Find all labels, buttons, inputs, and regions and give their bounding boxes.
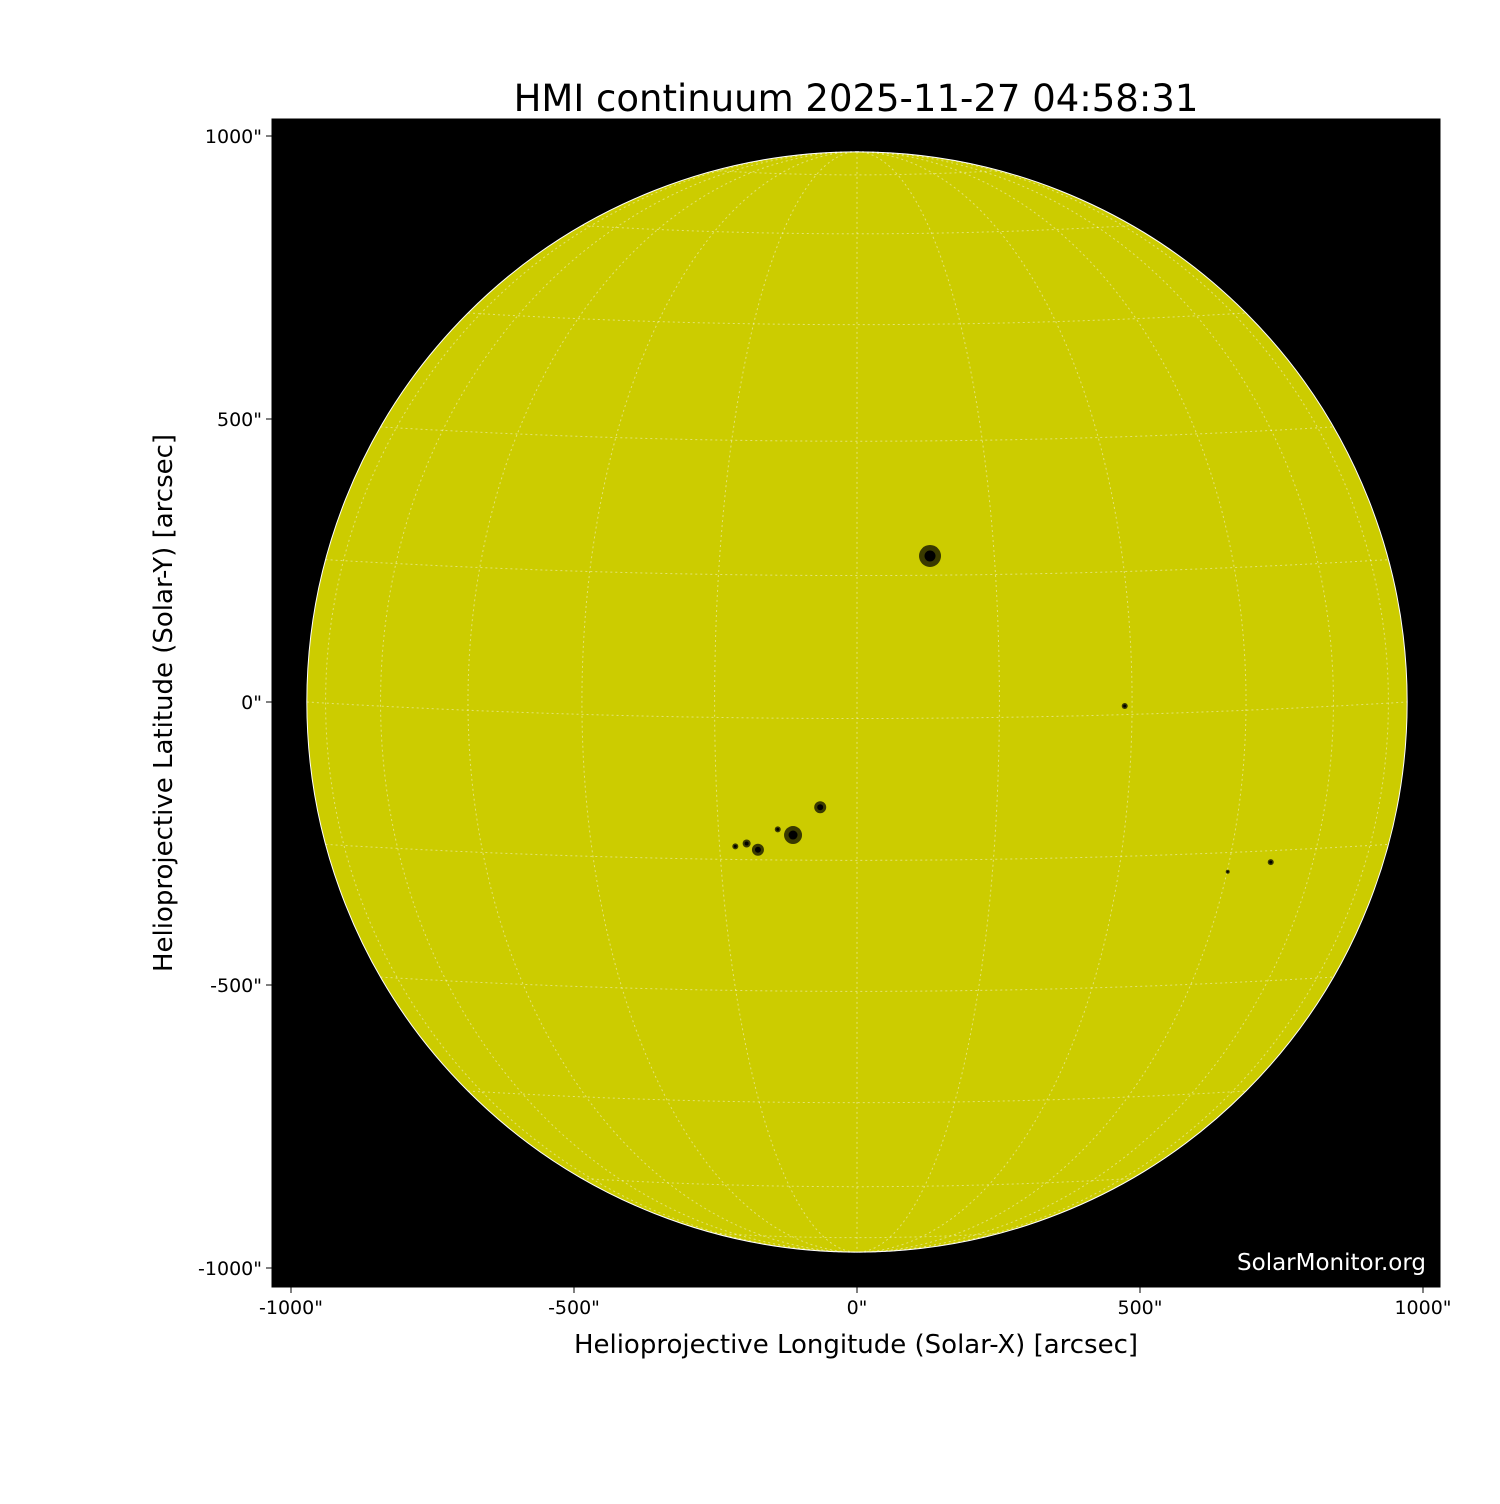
grid-parallel — [467, 312, 1247, 326]
grid-parallel — [380, 426, 1334, 442]
sunspot-umbra — [776, 827, 780, 831]
sunspot-umbra — [754, 846, 761, 853]
grid-parallel — [325, 843, 1389, 861]
sunspot-umbra — [1269, 860, 1273, 864]
y-axis-ticks: 1000" 500" 0" -500" -1000" — [198, 126, 272, 1280]
grid-parallel — [467, 1090, 1247, 1104]
solar-disk — [306, 151, 1408, 1253]
grid-parallel — [306, 701, 1408, 720]
y-tick-label: 500" — [217, 409, 262, 431]
coordinate-grid — [306, 151, 1408, 1253]
sunspot-umbra — [924, 550, 936, 562]
grid-parallel — [581, 1177, 1133, 1188]
x-tick-label: 0" — [847, 1297, 868, 1319]
sunspot-umbra — [744, 841, 749, 846]
sunspot-umbra — [733, 844, 737, 848]
grid-parallel — [714, 1232, 1000, 1239]
y-tick-label: 1000" — [205, 126, 262, 148]
x-tick-label: -500" — [548, 1297, 600, 1319]
watermark: SolarMonitor.org — [1237, 1250, 1426, 1276]
x-axis-ticks: -1000" -500" 0" 500" 1000" — [259, 1287, 1452, 1319]
x-tick-label: -1000" — [259, 1297, 323, 1319]
chart-title: HMI continuum 2025-11-27 04:58:31 — [514, 77, 1199, 120]
x-tick-label: 1000" — [1394, 1297, 1451, 1319]
grid-meridian — [714, 151, 858, 1253]
grid-parallel — [714, 170, 1000, 176]
grid-parallel — [581, 225, 1133, 235]
sunspots — [732, 544, 1274, 874]
sunspot-umbra — [817, 804, 824, 811]
sunspot-umbra — [788, 830, 798, 840]
grid-meridian — [856, 151, 1000, 1253]
sunspot-umbra — [1226, 870, 1229, 873]
y-axis-label: Helioprojective Latitude (Solar-Y) [arcs… — [149, 434, 179, 972]
y-tick-label: 0" — [241, 692, 262, 714]
y-tick-label: -500" — [210, 975, 262, 997]
y-tick-label: -1000" — [198, 1258, 262, 1280]
axes-frame — [271, 118, 1441, 1288]
x-axis-label: Helioprojective Longitude (Solar-X) [arc… — [574, 1330, 1138, 1360]
x-tick-label: 500" — [1117, 1297, 1162, 1319]
grid-parallel — [325, 559, 1389, 577]
sunspot-umbra — [1123, 704, 1127, 708]
grid-parallel — [380, 976, 1334, 992]
